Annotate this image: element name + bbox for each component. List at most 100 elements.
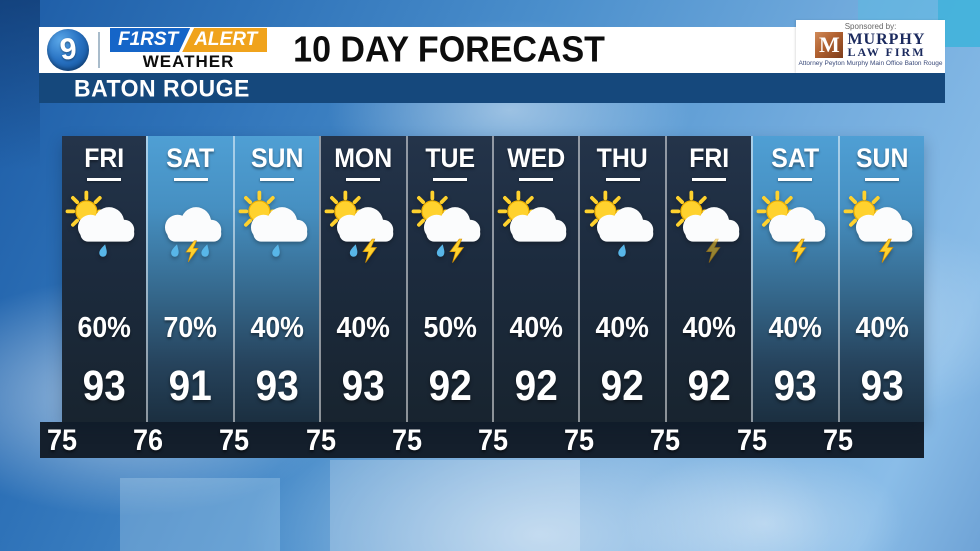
day-label: SUN: [855, 143, 909, 173]
lightning-icon: [705, 238, 721, 263]
low-temp: 76: [133, 424, 164, 457]
low-temp: 75: [736, 424, 767, 457]
high-temp: 92: [601, 362, 645, 410]
day-underline: [519, 178, 554, 181]
isolated-storms-icon: [667, 190, 751, 266]
day-label: SAT: [166, 143, 215, 173]
location-label: BATON ROUGE: [74, 73, 250, 102]
day-underline: [692, 178, 727, 181]
day-label: FRI: [84, 143, 125, 173]
sky-cyan-patch: [938, 0, 980, 47]
partly-cloudy-icon: [494, 190, 578, 266]
precip-chance: 70%: [163, 312, 218, 344]
raindrop-icon: [201, 244, 209, 257]
sponsor-name-line1: MURPHY: [847, 31, 926, 48]
day-label: FRI: [689, 143, 730, 173]
forecast-day-column: FRI: [664, 136, 752, 422]
thunderstorms-icon: [149, 190, 233, 266]
precip-chance: 40%: [682, 312, 736, 344]
partly-sunny-showers-icon: [62, 190, 146, 266]
sponsor-box: Sponsored by: M MURPHY LAW FIRM Attorney…: [796, 20, 945, 73]
cloud-icon: [250, 207, 308, 242]
high-temp: 93: [82, 362, 126, 410]
partly-sunny-showers-icon: [235, 190, 319, 266]
cloud-icon: [78, 207, 135, 242]
day-underline: [173, 178, 208, 181]
forecast-day-column: SAT: [751, 136, 838, 422]
sky-shadow-patch: [0, 0, 40, 170]
lightning-icon: [362, 238, 378, 263]
channel-number: 9: [57, 32, 78, 67]
day-underline: [260, 178, 295, 181]
precip-chance: 40%: [509, 312, 563, 344]
forecast-panel: FRI: [40, 136, 925, 458]
forecast-day-column: SUN: [232, 136, 320, 422]
raindrop-icon: [170, 244, 179, 257]
forecast-day-column: SUN: [837, 136, 925, 422]
sky-cloud-patch: [120, 478, 280, 551]
channel-9-logo: 9: [47, 29, 89, 71]
cloud-icon: [423, 207, 481, 242]
cloud-icon: [337, 207, 394, 242]
forecast-columns: FRI: [62, 136, 925, 422]
forecast-day-column: THU: [578, 136, 665, 422]
precip-chance: 40%: [250, 312, 304, 344]
header-divider: [98, 32, 100, 68]
sky-cyan-patch: [858, 0, 938, 20]
sky-cloud-patch: [330, 460, 580, 551]
forecast-day-column: TUE: [405, 136, 493, 422]
cloud-icon: [510, 207, 567, 242]
high-temp: 92: [514, 362, 558, 410]
page-title: 10 DAY FORECAST: [293, 29, 605, 70]
high-temp: 93: [860, 362, 904, 410]
forecast-day-column: MON: [319, 136, 406, 422]
lightning-icon: [878, 238, 894, 263]
high-temp: 93: [255, 362, 299, 410]
high-temp: 93: [773, 362, 817, 410]
raindrop-icon: [99, 244, 107, 257]
forecast-day-column: WED: [492, 136, 579, 422]
low-temp: 75: [650, 424, 681, 457]
precip-chance: 50%: [423, 312, 477, 344]
alert-label: ALERT: [182, 28, 268, 52]
high-temp: 93: [341, 362, 385, 410]
forecast-day-column: SAT: [146, 136, 233, 422]
first-label: F1RST: [110, 28, 191, 52]
day-label: MON: [334, 143, 393, 173]
high-temp: 91: [169, 362, 213, 410]
low-temp: 75: [477, 424, 509, 457]
scattered-storms-icon: [753, 190, 837, 266]
day-underline: [778, 178, 813, 181]
forecast-day-column: FRI: [62, 136, 147, 422]
day-underline: [87, 178, 122, 181]
day-underline: [346, 178, 381, 181]
raindrop-icon: [350, 244, 358, 257]
precip-chance: 60%: [77, 312, 131, 344]
cloud-icon: [164, 207, 221, 242]
raindrop-icon: [436, 244, 445, 257]
scattered-storms-icon: [840, 190, 924, 266]
sponsor-tagline: Attorney Peyton Murphy Main Office Baton…: [798, 60, 943, 67]
low-temp: 75: [305, 424, 336, 457]
lows-strip: [40, 422, 924, 458]
cloud-icon: [596, 207, 653, 242]
sponsor-logo: M MURPHY LAW FIRM: [815, 32, 925, 58]
raindrop-icon: [617, 244, 626, 257]
lightning-icon: [184, 240, 199, 263]
sun-icon: [497, 190, 540, 227]
weather-label: WEATHER: [142, 52, 235, 71]
sponsored-by-label: Sponsored by:: [844, 22, 897, 31]
high-temp: 92: [687, 362, 731, 410]
first-alert-bar: F1RST ALERT: [110, 28, 268, 52]
precip-chance: 40%: [595, 312, 650, 344]
sponsor-name: MURPHY LAW FIRM: [847, 31, 926, 59]
day-label: SAT: [771, 143, 820, 173]
day-underline: [864, 178, 899, 181]
lightning-icon: [792, 238, 808, 263]
scattered-storms-icon: [321, 190, 405, 266]
cloud-icon: [769, 207, 826, 242]
raindrop-icon: [272, 244, 280, 257]
low-temp: 75: [391, 424, 422, 457]
low-temp: 75: [46, 424, 78, 457]
sponsor-name-line2: LAW FIRM: [847, 45, 926, 59]
